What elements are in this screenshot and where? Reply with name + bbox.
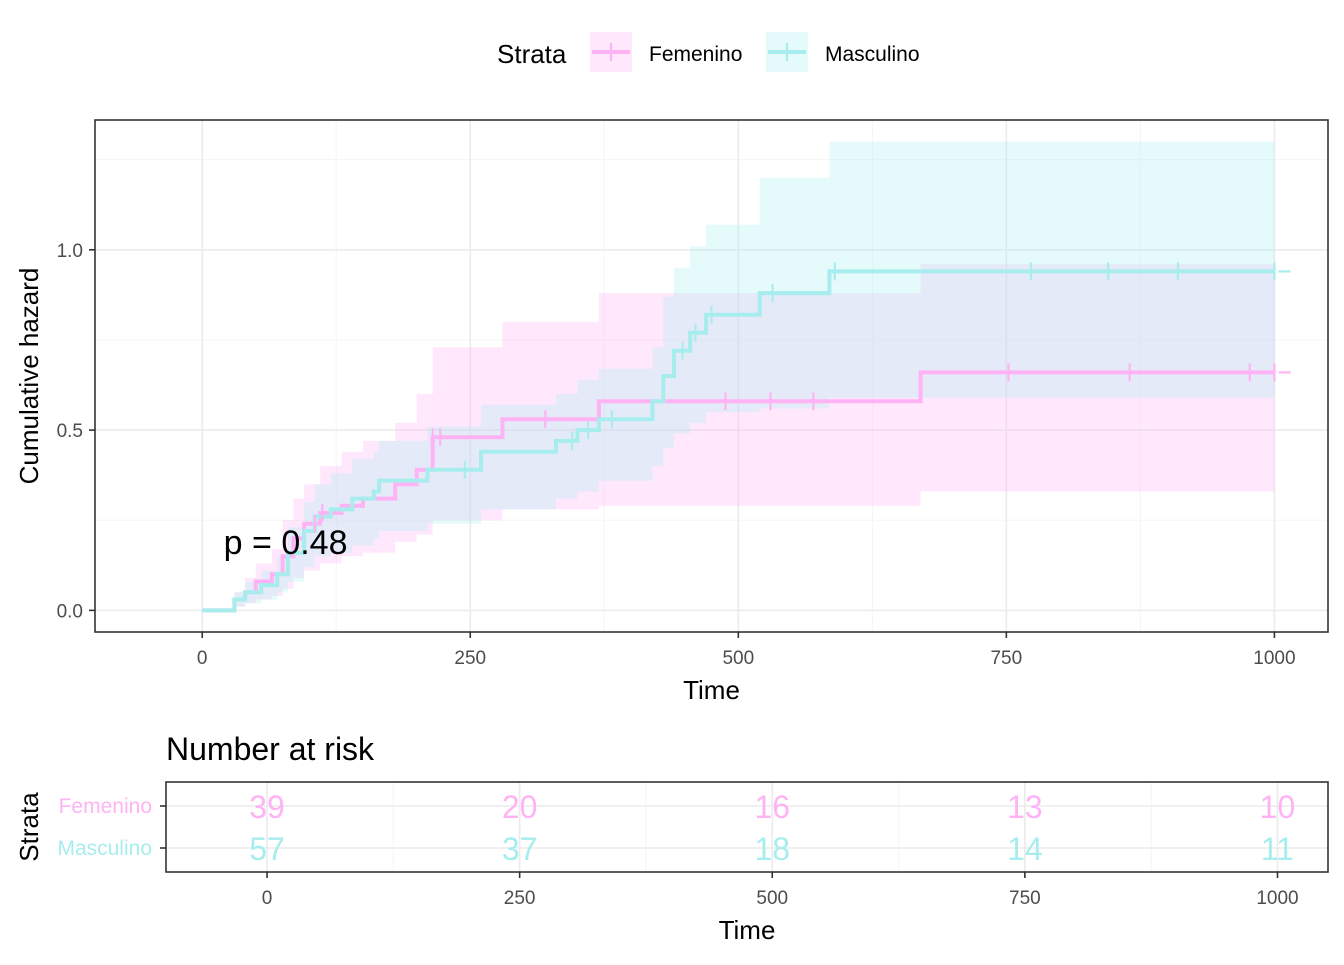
legend-label-femenino: Femenino <box>649 43 742 66</box>
risk-value-femenino: 13 <box>1007 789 1043 825</box>
x-tick-label: 0 <box>197 648 208 669</box>
risk-value-masculino: 14 <box>1007 831 1043 867</box>
risk-value-femenino: 10 <box>1260 789 1296 825</box>
confidence-bands <box>202 141 1275 611</box>
risk-axes: 0 250 500 750 1000 <box>160 805 1299 909</box>
x-tick-label: 750 <box>990 648 1022 669</box>
risk-y-axis-title: Strata <box>14 792 44 862</box>
risk-value-femenino: 16 <box>754 789 790 825</box>
risk-value-masculino: 11 <box>1261 831 1294 867</box>
main-axes: 0 250 500 750 1000 0.0 0.5 1.0 <box>57 241 1296 669</box>
risk-value-femenino: 20 <box>502 789 538 825</box>
y-tick-label: 0.5 <box>57 421 83 442</box>
x-axis-title: Time <box>683 675 740 705</box>
risk-strata-label-masculino: Masculino <box>57 837 152 860</box>
risk-strata-labels: Femenino Masculino <box>57 795 152 860</box>
hazard-line-masculino <box>202 269 1275 613</box>
legend-label-masculino: Masculino <box>825 43 920 66</box>
x-tick-label: 500 <box>722 648 754 669</box>
legend-entries: Femenino Masculino <box>590 32 920 72</box>
risk-x-tick-label: 1000 <box>1256 888 1298 909</box>
legend: Strata Femenino Masculino <box>497 32 920 72</box>
risk-x-tick-label: 750 <box>1009 888 1041 909</box>
risk-panel-border <box>165 781 1329 873</box>
legend-title: Strata <box>497 39 567 69</box>
risk-x-tick-label: 250 <box>504 888 536 909</box>
risk-x-tick-label: 0 <box>262 888 273 909</box>
risk-values: 39 20 16 13 10 57 37 18 14 11 <box>249 789 1295 867</box>
y-axis-title: Cumulative hazard <box>14 268 44 485</box>
confidence-band-femenino <box>202 264 1275 611</box>
confidence-band-masculino <box>202 141 1275 611</box>
risk-value-femenino: 39 <box>249 789 285 825</box>
risk-table: Number at risk 39 20 16 13 10 57 37 18 14 11 0 250… <box>14 731 1329 945</box>
risk-strata-label-femenino: Femenino <box>59 795 152 818</box>
risk-table-title: Number at risk <box>166 731 375 767</box>
risk-value-masculino: 18 <box>754 831 790 867</box>
main-grid <box>95 120 1328 632</box>
risk-value-masculino: 37 <box>502 831 538 867</box>
hazard-lines <box>202 269 1275 613</box>
main-panel-border <box>94 119 1329 633</box>
risk-value-masculino: 57 <box>249 831 285 867</box>
cumulative-hazard-plot: p = 0.48 0 250 500 750 1000 0.0 0.5 1.0 Cumulat… <box>14 119 1329 705</box>
y-tick-label: 0.0 <box>57 601 83 622</box>
p-value-annotation: p = 0.48 <box>224 524 348 562</box>
risk-grid <box>166 782 1328 872</box>
y-tick-label: 1.0 <box>57 241 83 262</box>
censor-marks <box>313 262 1291 533</box>
risk-x-tick-label: 500 <box>756 888 788 909</box>
x-tick-label: 250 <box>454 648 486 669</box>
risk-x-axis-title: Time <box>719 915 776 945</box>
x-tick-label: 1000 <box>1253 648 1295 669</box>
